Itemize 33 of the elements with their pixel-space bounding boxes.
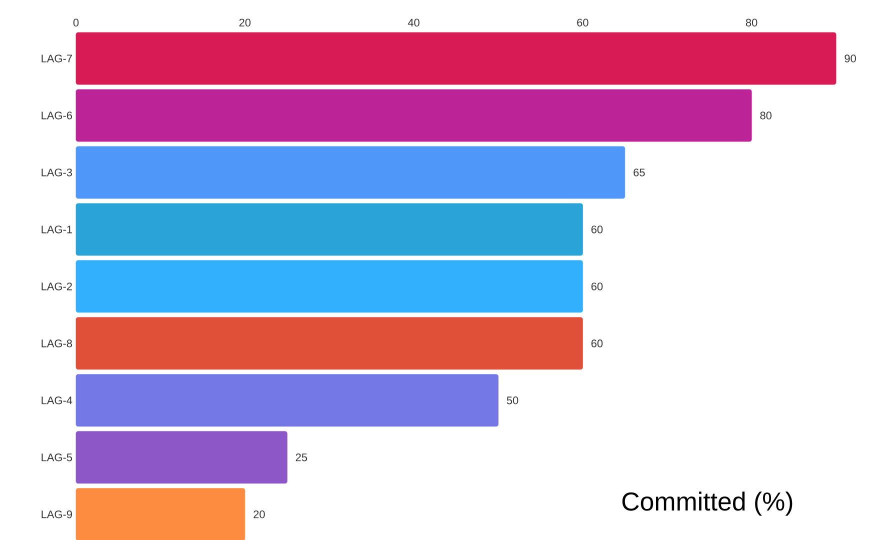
data-label: 25 [296,454,308,462]
data-label: 80 [760,112,772,120]
data-label: 20 [254,510,265,518]
x-tick-label: 20 [239,18,251,26]
bar [76,89,752,142]
bar [76,431,288,484]
y-tick-label: LAG-2 [42,282,72,290]
data-label: 65 [634,168,645,176]
x-tick-label: 80 [746,18,758,26]
bar [76,203,583,256]
bar [76,32,836,85]
bar [76,488,246,540]
text: Committed (%) [622,492,792,516]
y-tick-label: LAG-8 [42,340,72,348]
bar [76,146,626,199]
y-tick-label: LAG-3 [42,168,72,176]
data-label: 60 [591,226,603,234]
x-tick-label: 60 [577,18,588,26]
data-label: 60 [591,282,603,290]
bar [76,374,498,427]
y-tick-label: LAG-6 [42,112,72,120]
data-label: 50 [506,396,518,404]
y-tick-label: LAG-5 [42,454,72,462]
y-tick-label: LAG-9 [42,510,72,518]
y-tick-label: LAG-7 [42,54,72,62]
bar [76,317,583,370]
bar [76,260,583,313]
x-tick-label: 0 [73,18,79,26]
data-label: 90 [844,54,856,62]
data-label: 60 [591,340,603,348]
y-tick-label: LAG-1 [42,226,72,234]
x-tick-label: 40 [408,18,420,26]
y-tick-label: LAG-4 [42,396,72,404]
